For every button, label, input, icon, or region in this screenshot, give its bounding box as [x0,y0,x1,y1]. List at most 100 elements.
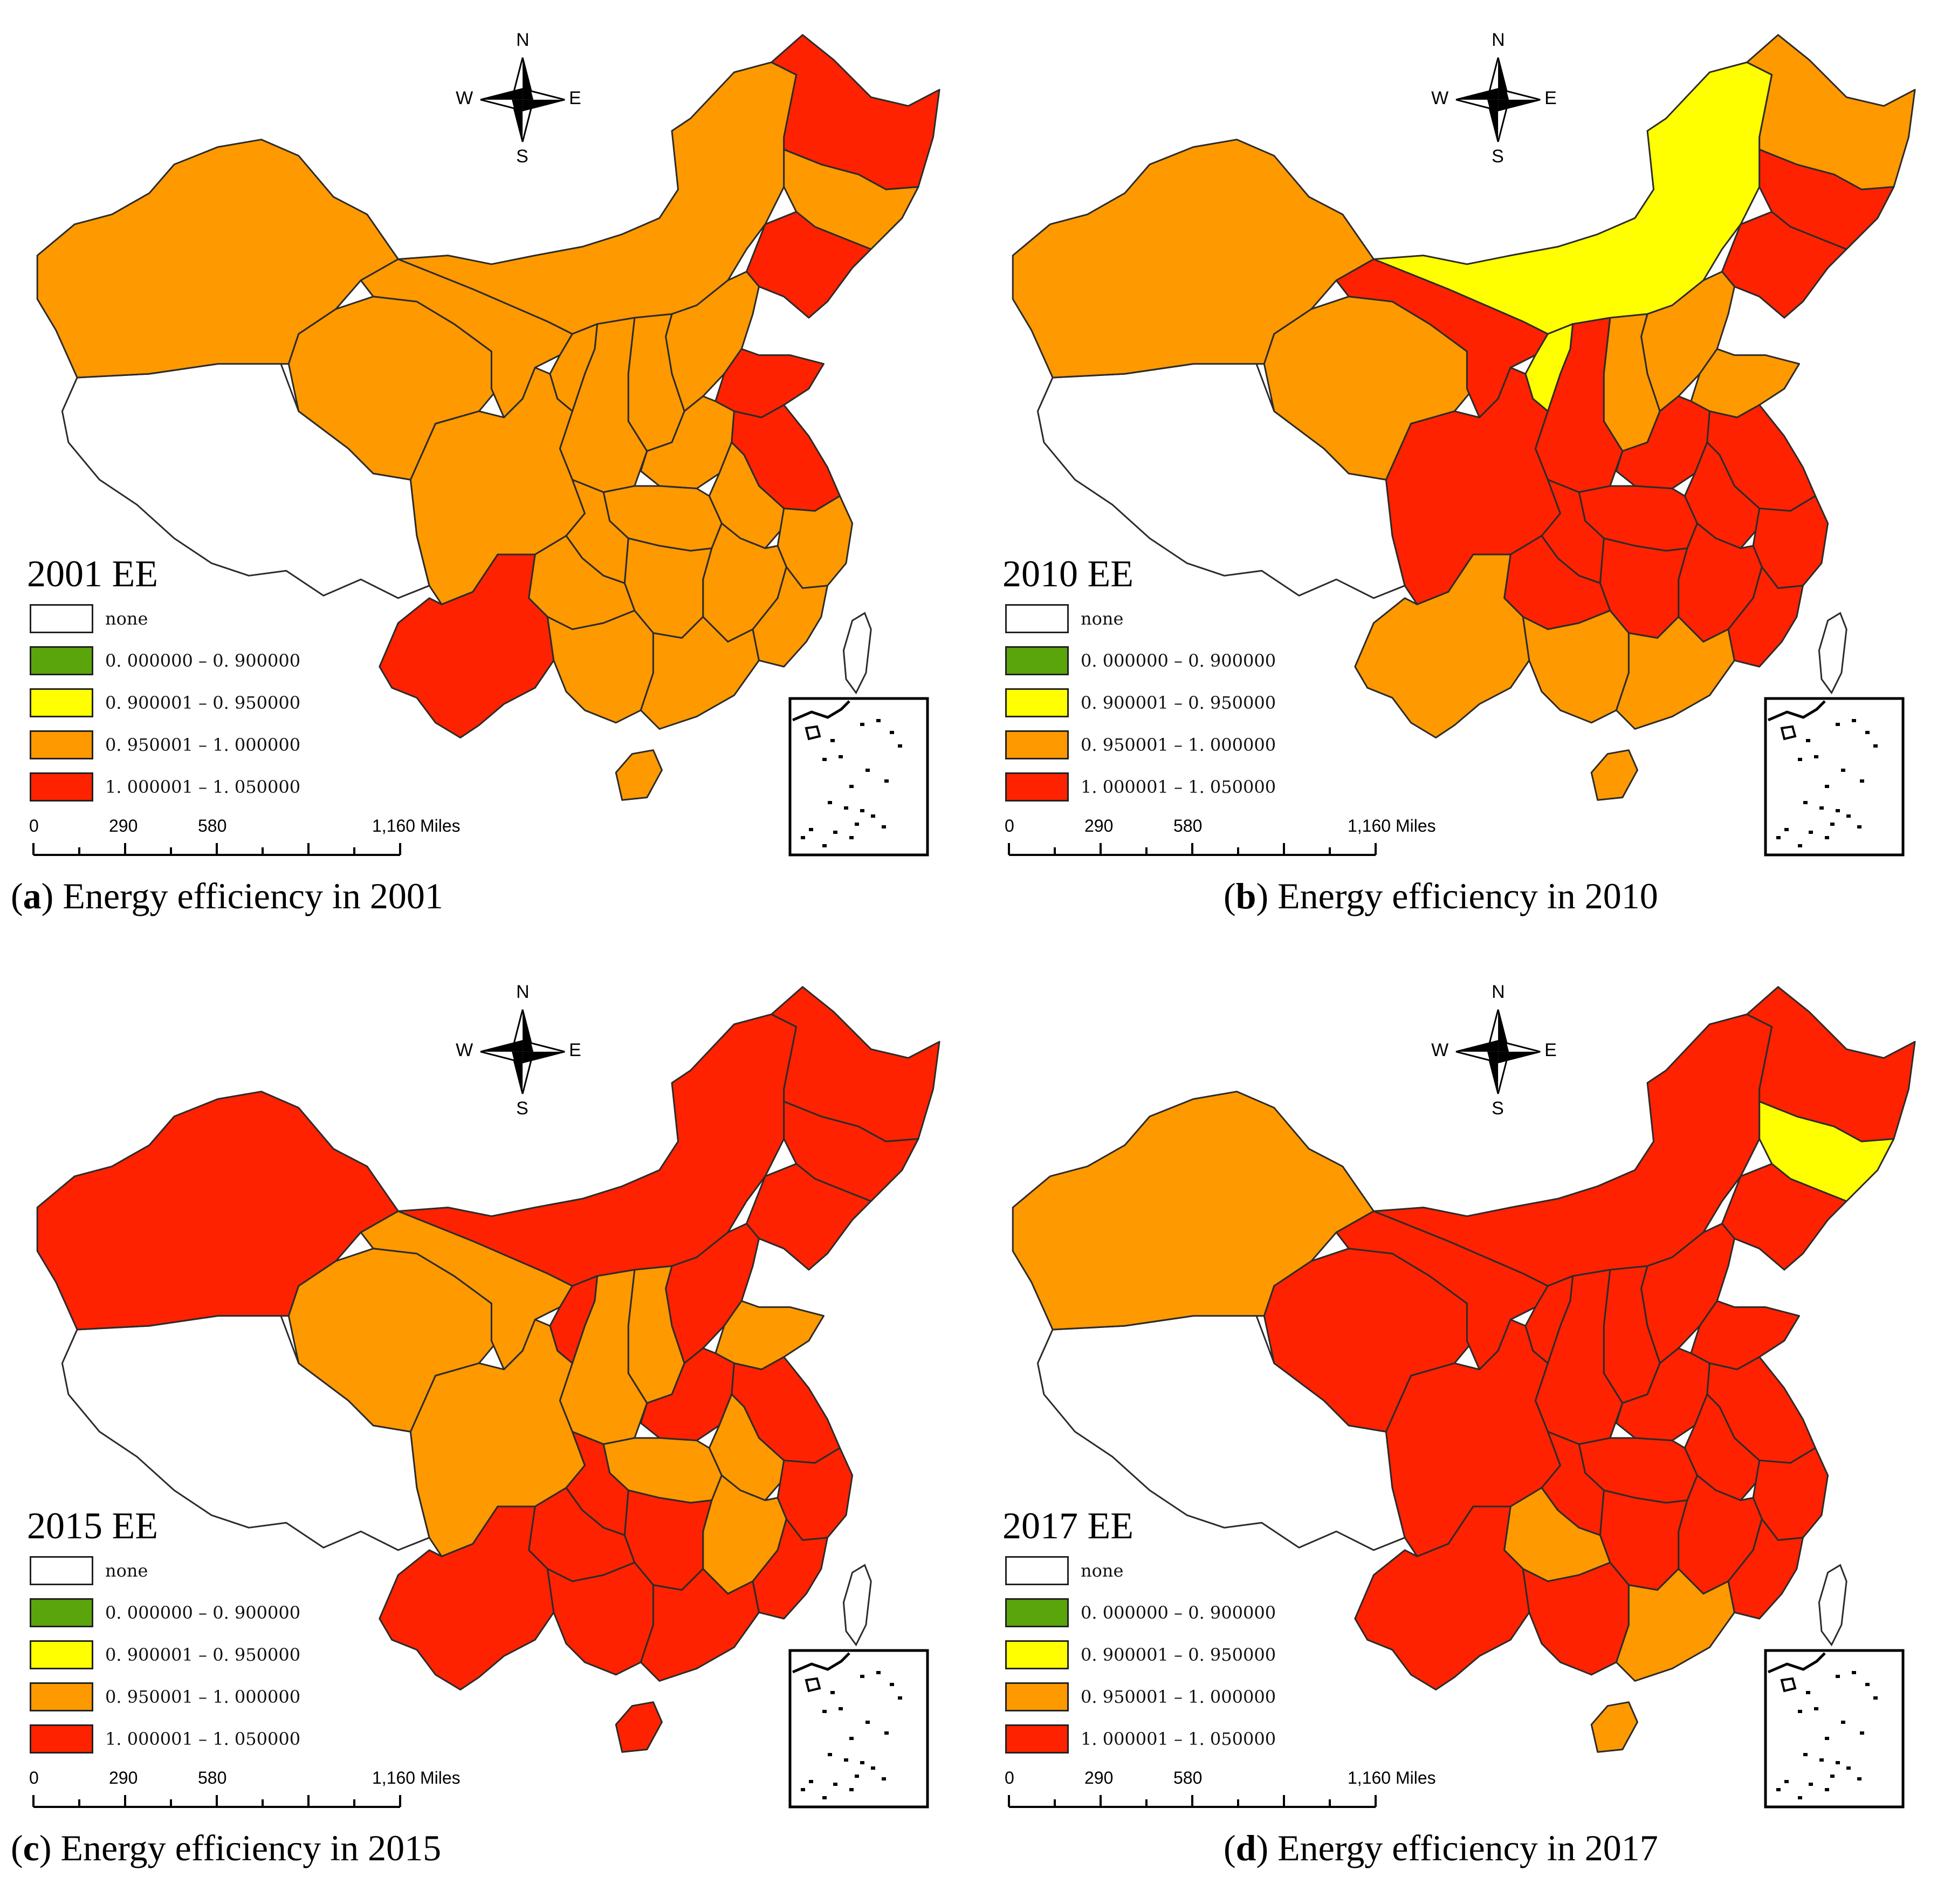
legend-item: 0. 950001 – 1. 000000 [1005,730,1276,759]
scale-tick-label: 290 [109,816,138,835]
legend-item: 0. 950001 – 1. 000000 [30,730,300,759]
legend-label: 0. 000000 – 0. 900000 [1081,650,1276,671]
compass-icon [480,1009,565,1094]
china-map [1008,986,1916,1809]
scale-bar [32,1795,401,1808]
legend-swatch [30,1724,93,1754]
legend-label: none [1081,1560,1124,1581]
legend-swatch [30,772,93,802]
legend-item: 0. 950001 – 1. 000000 [30,1682,300,1711]
map-panel-c: N S E W 2015 EE none 0. 000000 – 0. 900000 0. 9… [0,952,976,1904]
caption-letter: a [23,875,42,916]
scale-tick-label: 1,160 Miles [372,816,461,835]
province-liaoning [745,1163,872,1271]
compass-s-label: S [1492,1098,1504,1119]
scale-bar [1008,1795,1377,1808]
legend-item: 0. 950001 – 1. 000000 [1005,1682,1276,1711]
legend-swatch [1005,688,1069,717]
legend-swatch [1005,646,1069,675]
compass-e-label: E [1544,87,1557,108]
legend-label: 0. 950001 – 1. 000000 [1081,735,1276,755]
inset-map [788,697,929,857]
province-tibet [61,360,430,599]
legend-item: none [30,604,148,633]
china-map [32,986,940,1809]
legend-swatch [30,730,93,759]
island-outline [1818,1564,1847,1647]
compass-e-label: E [1544,1039,1557,1060]
caption-letter: c [23,1827,39,1868]
compass-icon [1455,1009,1541,1094]
legend-item: 0. 000000 – 0. 900000 [1005,646,1276,675]
compass-w-label: W [456,87,473,108]
inset-map [1764,1649,1905,1809]
province-fujian [752,1518,828,1620]
map-title: 2001 EE [27,553,159,595]
caption-text: Energy efficiency in 2010 [1277,875,1658,916]
province-guangdong [1615,616,1735,730]
province-jilin [783,148,919,250]
legend-label: 1. 000001 – 1. 050000 [1081,777,1276,797]
legend-label: 0. 950001 – 1. 000000 [105,735,301,755]
legend-swatch [1005,604,1069,633]
province-guangxi [1522,1561,1630,1676]
legend-label: none [1081,608,1124,629]
province-fujian [752,566,828,668]
legend-swatch [30,1598,93,1627]
compass-icon [480,57,565,142]
province-hainan [615,749,663,801]
scale-tick-label: 580 [198,1768,227,1787]
china-map [1008,34,1916,857]
province-hainan [615,1701,663,1753]
legend-label: 1. 000001 – 1. 050000 [105,777,301,797]
map-panel-d: N S E W 2017 EE none 0. 000000 – 0. 900000 0. 9… [976,952,1951,1904]
legend-item: 0. 900001 – 0. 950000 [1005,688,1276,717]
province-guangxi [546,609,654,724]
province-tibet [61,1312,430,1551]
province-hainan [1590,749,1638,801]
map-title: 2010 EE [1002,553,1134,595]
province-hainan [1590,1701,1638,1753]
legend-swatch [1005,1682,1069,1711]
compass-n-label: N [1492,29,1505,50]
scale-tick-label: 290 [1084,816,1114,835]
china-map [32,34,940,857]
compass-w-label: W [1431,1039,1449,1060]
legend-label: 0. 900001 – 0. 950000 [1081,693,1276,713]
province-liaoning [745,211,872,319]
legend-item: 0. 900001 – 0. 950000 [1005,1640,1276,1669]
caption-text: Energy efficiency in 2015 [60,1827,442,1868]
province-guangdong [640,616,760,730]
map-title: 2015 EE [27,1505,159,1547]
legend-label: 0. 900001 – 0. 950000 [105,693,301,713]
province-liaoning [1721,1163,1847,1271]
legend-swatch [1005,730,1069,759]
legend-label: 0. 950001 – 1. 000000 [1081,1687,1276,1707]
scale-tick-label: 290 [1084,1768,1114,1787]
legend-swatch [1005,1556,1069,1585]
compass-e-label: E [569,87,581,108]
panel-caption: (a) Energy efficiency in 2001 [11,875,443,916]
panel-caption: (d) Energy efficiency in 2017 [1224,1827,1658,1868]
compass-w-label: W [456,1039,473,1060]
legend-item: 1. 000001 – 1. 050000 [30,772,300,802]
caption-text: Energy efficiency in 2001 [63,875,443,916]
caption-letter: d [1235,1827,1256,1868]
caption-letter: b [1235,875,1256,916]
legend-label: none [105,1560,148,1581]
scale-tick-label: 580 [1173,1768,1203,1787]
island-outline [842,612,872,695]
caption-text: Energy efficiency in 2017 [1277,1827,1658,1868]
map-panel-a: N S E W 2001 EE none 0. 000000 – 0. 900000 0. 9… [0,0,976,952]
scale-tick-label: 1,160 Miles [372,1768,461,1787]
scale-tick-label: 0 [29,1768,39,1787]
legend-swatch [30,1556,93,1585]
inset-map [788,1649,929,1809]
province-guangxi [1522,609,1630,724]
legend-item: 1. 000001 – 1. 050000 [1005,772,1276,802]
province-liaoning [1721,211,1847,319]
legend-swatch [1005,1724,1069,1754]
scale-tick-label: 290 [109,1768,138,1787]
compass-n-label: N [516,981,530,1002]
legend-swatch [30,1640,93,1669]
